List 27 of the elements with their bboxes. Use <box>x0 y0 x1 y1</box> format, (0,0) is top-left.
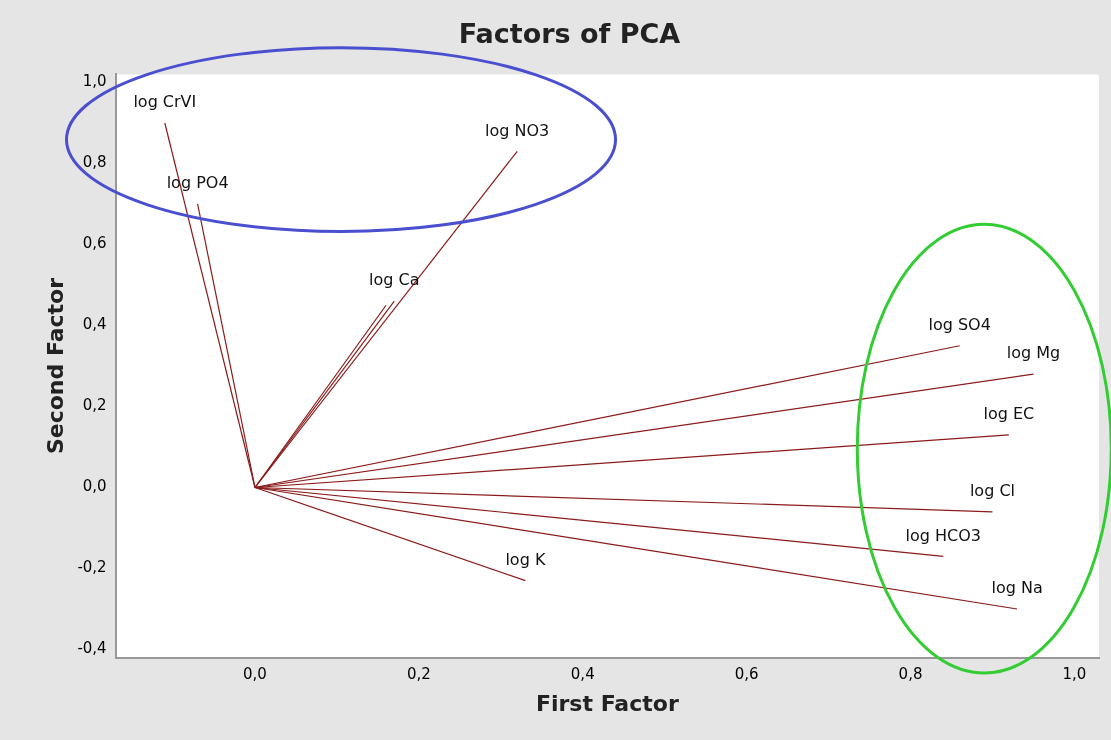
series-label: log Na <box>991 578 1043 598</box>
x-tick-label: 0,2 <box>406 665 431 684</box>
y-tick-label: 0,4 <box>82 315 107 334</box>
y-tick-label: -0,4 <box>77 639 107 658</box>
series-label: log SO4 <box>928 314 991 334</box>
series-label: log Cl <box>969 480 1016 500</box>
series-label: log CrVI <box>133 92 197 112</box>
series-label: log NO3 <box>485 120 550 140</box>
series-label: log Mg <box>1006 343 1061 363</box>
series-label: log Ca <box>369 270 420 290</box>
x-tick-label: 0,4 <box>570 665 595 684</box>
chart-title: Factors of PCA <box>458 18 681 50</box>
y-tick-label: 0,0 <box>82 477 107 496</box>
x-tick-label: 0,6 <box>734 665 759 684</box>
series-label: log EC <box>983 404 1035 424</box>
y-tick-label: -0,2 <box>77 558 107 577</box>
x-axis-title: First Factor <box>535 690 679 716</box>
x-tick-label: 0,0 <box>243 665 267 684</box>
y-axis-title: Second Factor <box>42 277 68 455</box>
x-tick-label: 0,8 <box>898 665 923 684</box>
y-tick-label: 1,0 <box>82 72 107 91</box>
y-tick-label: 0,2 <box>82 396 107 415</box>
y-tick-label: 0,8 <box>82 153 107 172</box>
y-tick-label: 0,6 <box>82 234 107 253</box>
series-label: log K <box>505 549 546 569</box>
x-tick-label: 1,0 <box>1062 665 1087 684</box>
series-label: log HCO3 <box>905 525 982 545</box>
